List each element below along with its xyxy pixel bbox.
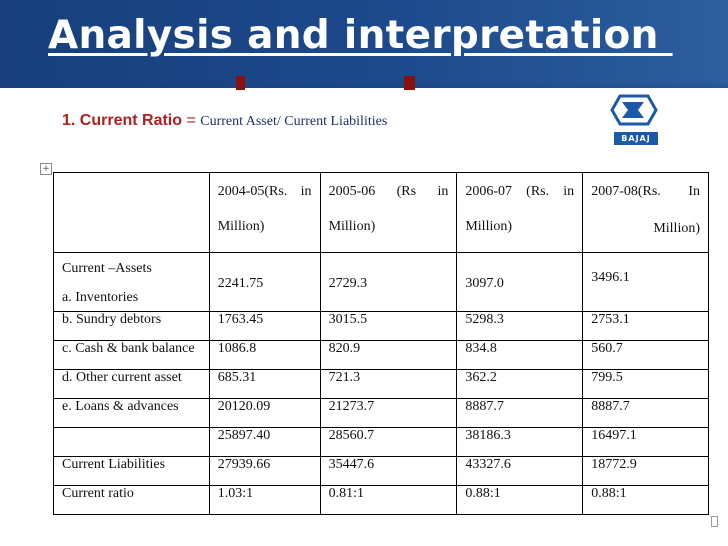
column-header: 2004-05(Rs. in Million) xyxy=(208,172,321,253)
table-cell: 0.88:1 xyxy=(456,485,584,515)
table-cell: 5298.3 xyxy=(456,311,584,341)
hidden-text-fragment xyxy=(236,76,245,90)
header-blank-cell xyxy=(53,172,210,253)
table-cell: 1086.8 xyxy=(208,340,321,370)
row-label: e. Loans & advances xyxy=(53,398,210,428)
table-row: d. Other current asset 685.31 721.3 362.… xyxy=(53,369,709,399)
table-cell: 18772.9 xyxy=(582,456,709,486)
table-row: Current –Assets a. Inventories 2241.75 27… xyxy=(53,252,709,312)
column-header: 2006-07 (Rs. in Million) xyxy=(456,172,584,253)
table-cell: 0.88:1 xyxy=(582,485,709,515)
table-cell: 35447.6 xyxy=(319,456,458,486)
formula-label: 1. Current Ratio xyxy=(62,112,183,129)
hidden-text-fragment xyxy=(404,76,415,90)
table-header-row: 2004-05(Rs. in Million) 2005-06 (Rs in Millio… xyxy=(53,172,709,253)
row-label: Current ratio xyxy=(53,485,210,515)
table-row: 25897.40 28560.7 38186.3 16497.1 xyxy=(53,427,709,457)
logo-text: BAJAJ xyxy=(614,132,658,145)
formula-expression: Current Asset/ Current Liabilities xyxy=(200,114,388,129)
formula-line: 1. Current Ratio = Current Asset/ Curren… xyxy=(62,112,387,130)
table-cell: 21273.7 xyxy=(319,398,458,428)
current-ratio-table: 2004-05(Rs. in Million) 2005-06 (Rs in Millio… xyxy=(53,172,709,515)
table-cell: 3496.1 xyxy=(582,252,709,312)
table-cell: 8887.7 xyxy=(456,398,584,428)
table-cell: 2753.1 xyxy=(582,311,709,341)
row-label: b. Sundry debtors xyxy=(53,311,210,341)
table-cell: 2241.75 xyxy=(208,252,321,312)
table-row: Current ratio 1.03:1 0.81:1 0.88:1 0.88:… xyxy=(53,485,709,515)
table-cell: 20120.09 xyxy=(208,398,321,428)
table-cell: 362.2 xyxy=(456,369,584,399)
table-cell: 38186.3 xyxy=(456,427,584,457)
resize-handle-icon[interactable] xyxy=(711,516,718,527)
row-label: Current Liabilities xyxy=(53,456,210,486)
table-row: c. Cash & bank balance 1086.8 820.9 834.… xyxy=(53,340,709,370)
table-cell: 799.5 xyxy=(582,369,709,399)
table-cell: 834.8 xyxy=(456,340,584,370)
row-label: Current –Assets a. Inventories xyxy=(53,252,210,312)
table-cell: 43327.6 xyxy=(456,456,584,486)
bajaj-hexagon-icon xyxy=(610,94,658,126)
row-label: d. Other current asset xyxy=(53,369,210,399)
bajaj-logo: BAJAJ xyxy=(604,90,672,152)
table-cell: 1763.45 xyxy=(208,311,321,341)
formula-operator: = xyxy=(182,112,201,129)
table-row: e. Loans & advances 20120.09 21273.7 888… xyxy=(53,398,709,428)
table-cell: 3097.0 xyxy=(456,252,584,312)
table-cell: 1.03:1 xyxy=(208,485,321,515)
table-move-handle-icon[interactable]: + xyxy=(40,163,52,175)
row-label xyxy=(53,427,210,457)
table-row: Current Liabilities 27939.66 35447.6 433… xyxy=(53,456,709,486)
table-cell: 8887.7 xyxy=(582,398,709,428)
column-header: 2007-08(Rs. In Million) xyxy=(582,172,709,253)
table-cell: 25897.40 xyxy=(208,427,321,457)
column-header: 2005-06 (Rs in Million) xyxy=(319,172,458,253)
table-cell: 2729.3 xyxy=(319,252,458,312)
table-cell: 685.31 xyxy=(208,369,321,399)
table-cell: 3015.5 xyxy=(319,311,458,341)
table-row: b. Sundry debtors 1763.45 3015.5 5298.3 … xyxy=(53,311,709,341)
table-cell: 27939.66 xyxy=(208,456,321,486)
table-cell: 721.3 xyxy=(319,369,458,399)
table-cell: 820.9 xyxy=(319,340,458,370)
table-cell: 560.7 xyxy=(582,340,709,370)
table-cell: 16497.1 xyxy=(582,427,709,457)
row-label: c. Cash & bank balance xyxy=(53,340,210,370)
table-cell: 28560.7 xyxy=(319,427,458,457)
slide-title: Analysis and interpretation xyxy=(48,13,673,58)
table-cell: 0.81:1 xyxy=(319,485,458,515)
title-banner: Analysis and interpretation xyxy=(0,0,728,88)
